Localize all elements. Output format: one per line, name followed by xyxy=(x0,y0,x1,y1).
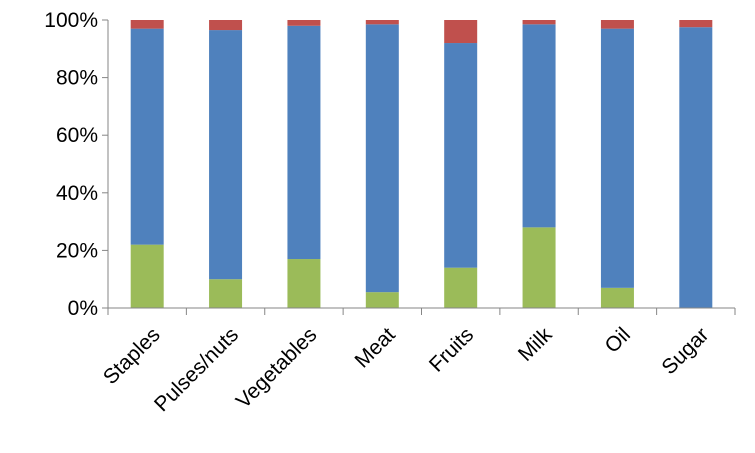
x-category-label: Oil xyxy=(601,323,635,357)
x-category-label: Meat xyxy=(351,323,400,372)
y-tick-label: 20% xyxy=(56,239,98,262)
bars-layer xyxy=(130,20,713,308)
bar-segment-meat-s1 xyxy=(365,292,399,308)
bar-segment-staples-s3 xyxy=(130,20,164,29)
bar-segment-milk-s1 xyxy=(522,227,556,308)
bar-segment-oil-s1 xyxy=(600,287,634,308)
bar-segment-sugar-s3 xyxy=(679,20,713,28)
bar-segment-pulses-nuts-s2 xyxy=(209,30,243,280)
bar-segment-vegetables-s2 xyxy=(287,25,321,260)
y-tick-label: 40% xyxy=(56,182,98,205)
bar-segment-pulses-nuts-s3 xyxy=(209,20,243,31)
x-category-label: Vegetables xyxy=(232,323,322,413)
y-tick-label: 0% xyxy=(68,297,98,320)
bar-segment-staples-s2 xyxy=(130,28,164,245)
x-category-label: Pulses/nuts xyxy=(150,323,243,416)
x-category-label: Fruits xyxy=(425,323,478,376)
bar-segment-vegetables-s1 xyxy=(287,259,321,308)
axes-layer xyxy=(102,19,736,315)
bar-segment-pulses-nuts-s1 xyxy=(209,279,243,308)
y-tick-label: 100% xyxy=(44,9,98,32)
bar-segment-sugar-s2 xyxy=(679,27,713,308)
bar-segment-meat-s3 xyxy=(365,20,399,25)
bar-segment-milk-s3 xyxy=(522,20,556,25)
bar-segment-meat-s2 xyxy=(365,24,399,293)
bar-segment-fruits-s2 xyxy=(444,43,478,268)
x-category-label: Staples xyxy=(99,323,165,389)
x-category-label: Sugar xyxy=(657,323,713,379)
bar-segment-vegetables-s3 xyxy=(287,20,321,26)
bar-segment-oil-s2 xyxy=(600,28,634,288)
bar-segment-milk-s2 xyxy=(522,24,556,228)
x-category-label: Milk xyxy=(514,323,557,366)
bar-segment-fruits-s3 xyxy=(444,20,478,44)
y-tick-label: 80% xyxy=(56,67,98,90)
bar-segment-staples-s1 xyxy=(130,244,164,308)
y-tick-label: 60% xyxy=(56,124,98,147)
bar-segment-oil-s3 xyxy=(600,20,634,29)
bar-segment-fruits-s1 xyxy=(444,267,478,308)
